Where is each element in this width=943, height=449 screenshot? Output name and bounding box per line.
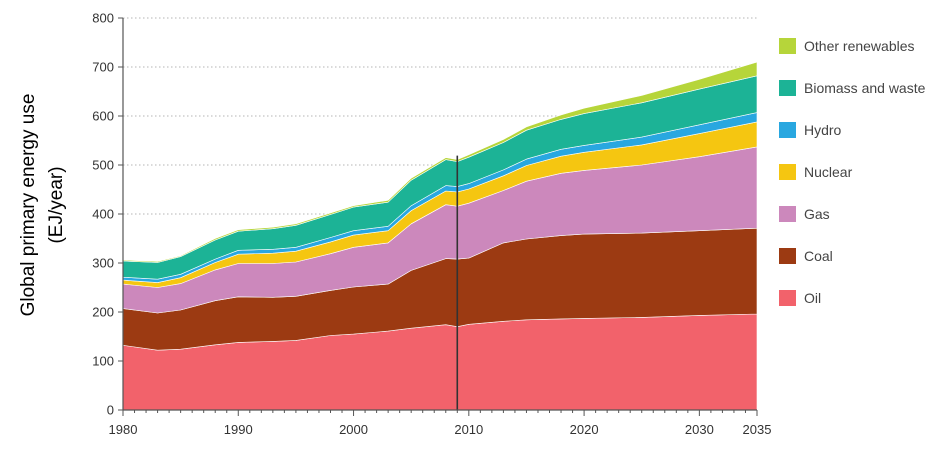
- legend-swatch-gas: [779, 206, 796, 222]
- x-tick-label-2010: 2010: [454, 422, 483, 437]
- y-tick-label-100: 100: [92, 354, 114, 369]
- legend-label-gas: Gas: [804, 206, 830, 222]
- x-tick-label-2035: 2035: [743, 422, 772, 437]
- x-tick-label-1980: 1980: [109, 422, 138, 437]
- x-tick-labels: 1980 1990 2000 2010 2020 2030 2035: [109, 410, 772, 437]
- legend-label-other-renewables: Other renewables: [804, 38, 915, 54]
- plot-areas: [122, 61, 758, 411]
- legend: Other renewables Biomass and waste Hydro Nu…: [779, 38, 926, 306]
- legend-swatch-biomass-and-waste: [779, 80, 796, 96]
- y-tick-label-700: 700: [92, 60, 114, 75]
- legend-label-coal: Coal: [804, 248, 833, 264]
- legend-label-nuclear: Nuclear: [804, 164, 853, 180]
- legend-swatch-nuclear: [779, 164, 796, 180]
- y-tick-label-400: 400: [92, 207, 114, 222]
- x-tick-label-2020: 2020: [570, 422, 599, 437]
- y-tick-label-300: 300: [92, 256, 114, 271]
- y-tick-label-800: 800: [92, 11, 114, 26]
- y-tick-label-500: 500: [92, 158, 114, 173]
- y-tick-label-600: 600: [92, 109, 114, 124]
- x-tick-label-2030: 2030: [685, 422, 714, 437]
- x-tick-label-2000: 2000: [339, 422, 368, 437]
- y-axis-label-line2: (EJ/year): [46, 166, 67, 243]
- y-axis-label-line1: Global primary energy use: [18, 94, 39, 317]
- legend-label-biomass-and-waste: Biomass and waste: [804, 80, 926, 96]
- y-tick-labels: 0 100 200 300 400 500 600 700 800: [92, 11, 123, 418]
- y-tick-label-0: 0: [107, 403, 114, 418]
- legend-swatch-coal: [779, 248, 796, 264]
- y-tick-label-200: 200: [92, 305, 114, 320]
- legend-swatch-other-renewables: [779, 38, 796, 54]
- legend-swatch-hydro: [779, 122, 796, 138]
- area-other-renewables: [122, 61, 758, 263]
- legend-label-oil: Oil: [804, 290, 821, 306]
- legend-label-hydro: Hydro: [804, 122, 842, 138]
- x-tick-label-1990: 1990: [224, 422, 253, 437]
- legend-swatch-oil: [779, 290, 796, 306]
